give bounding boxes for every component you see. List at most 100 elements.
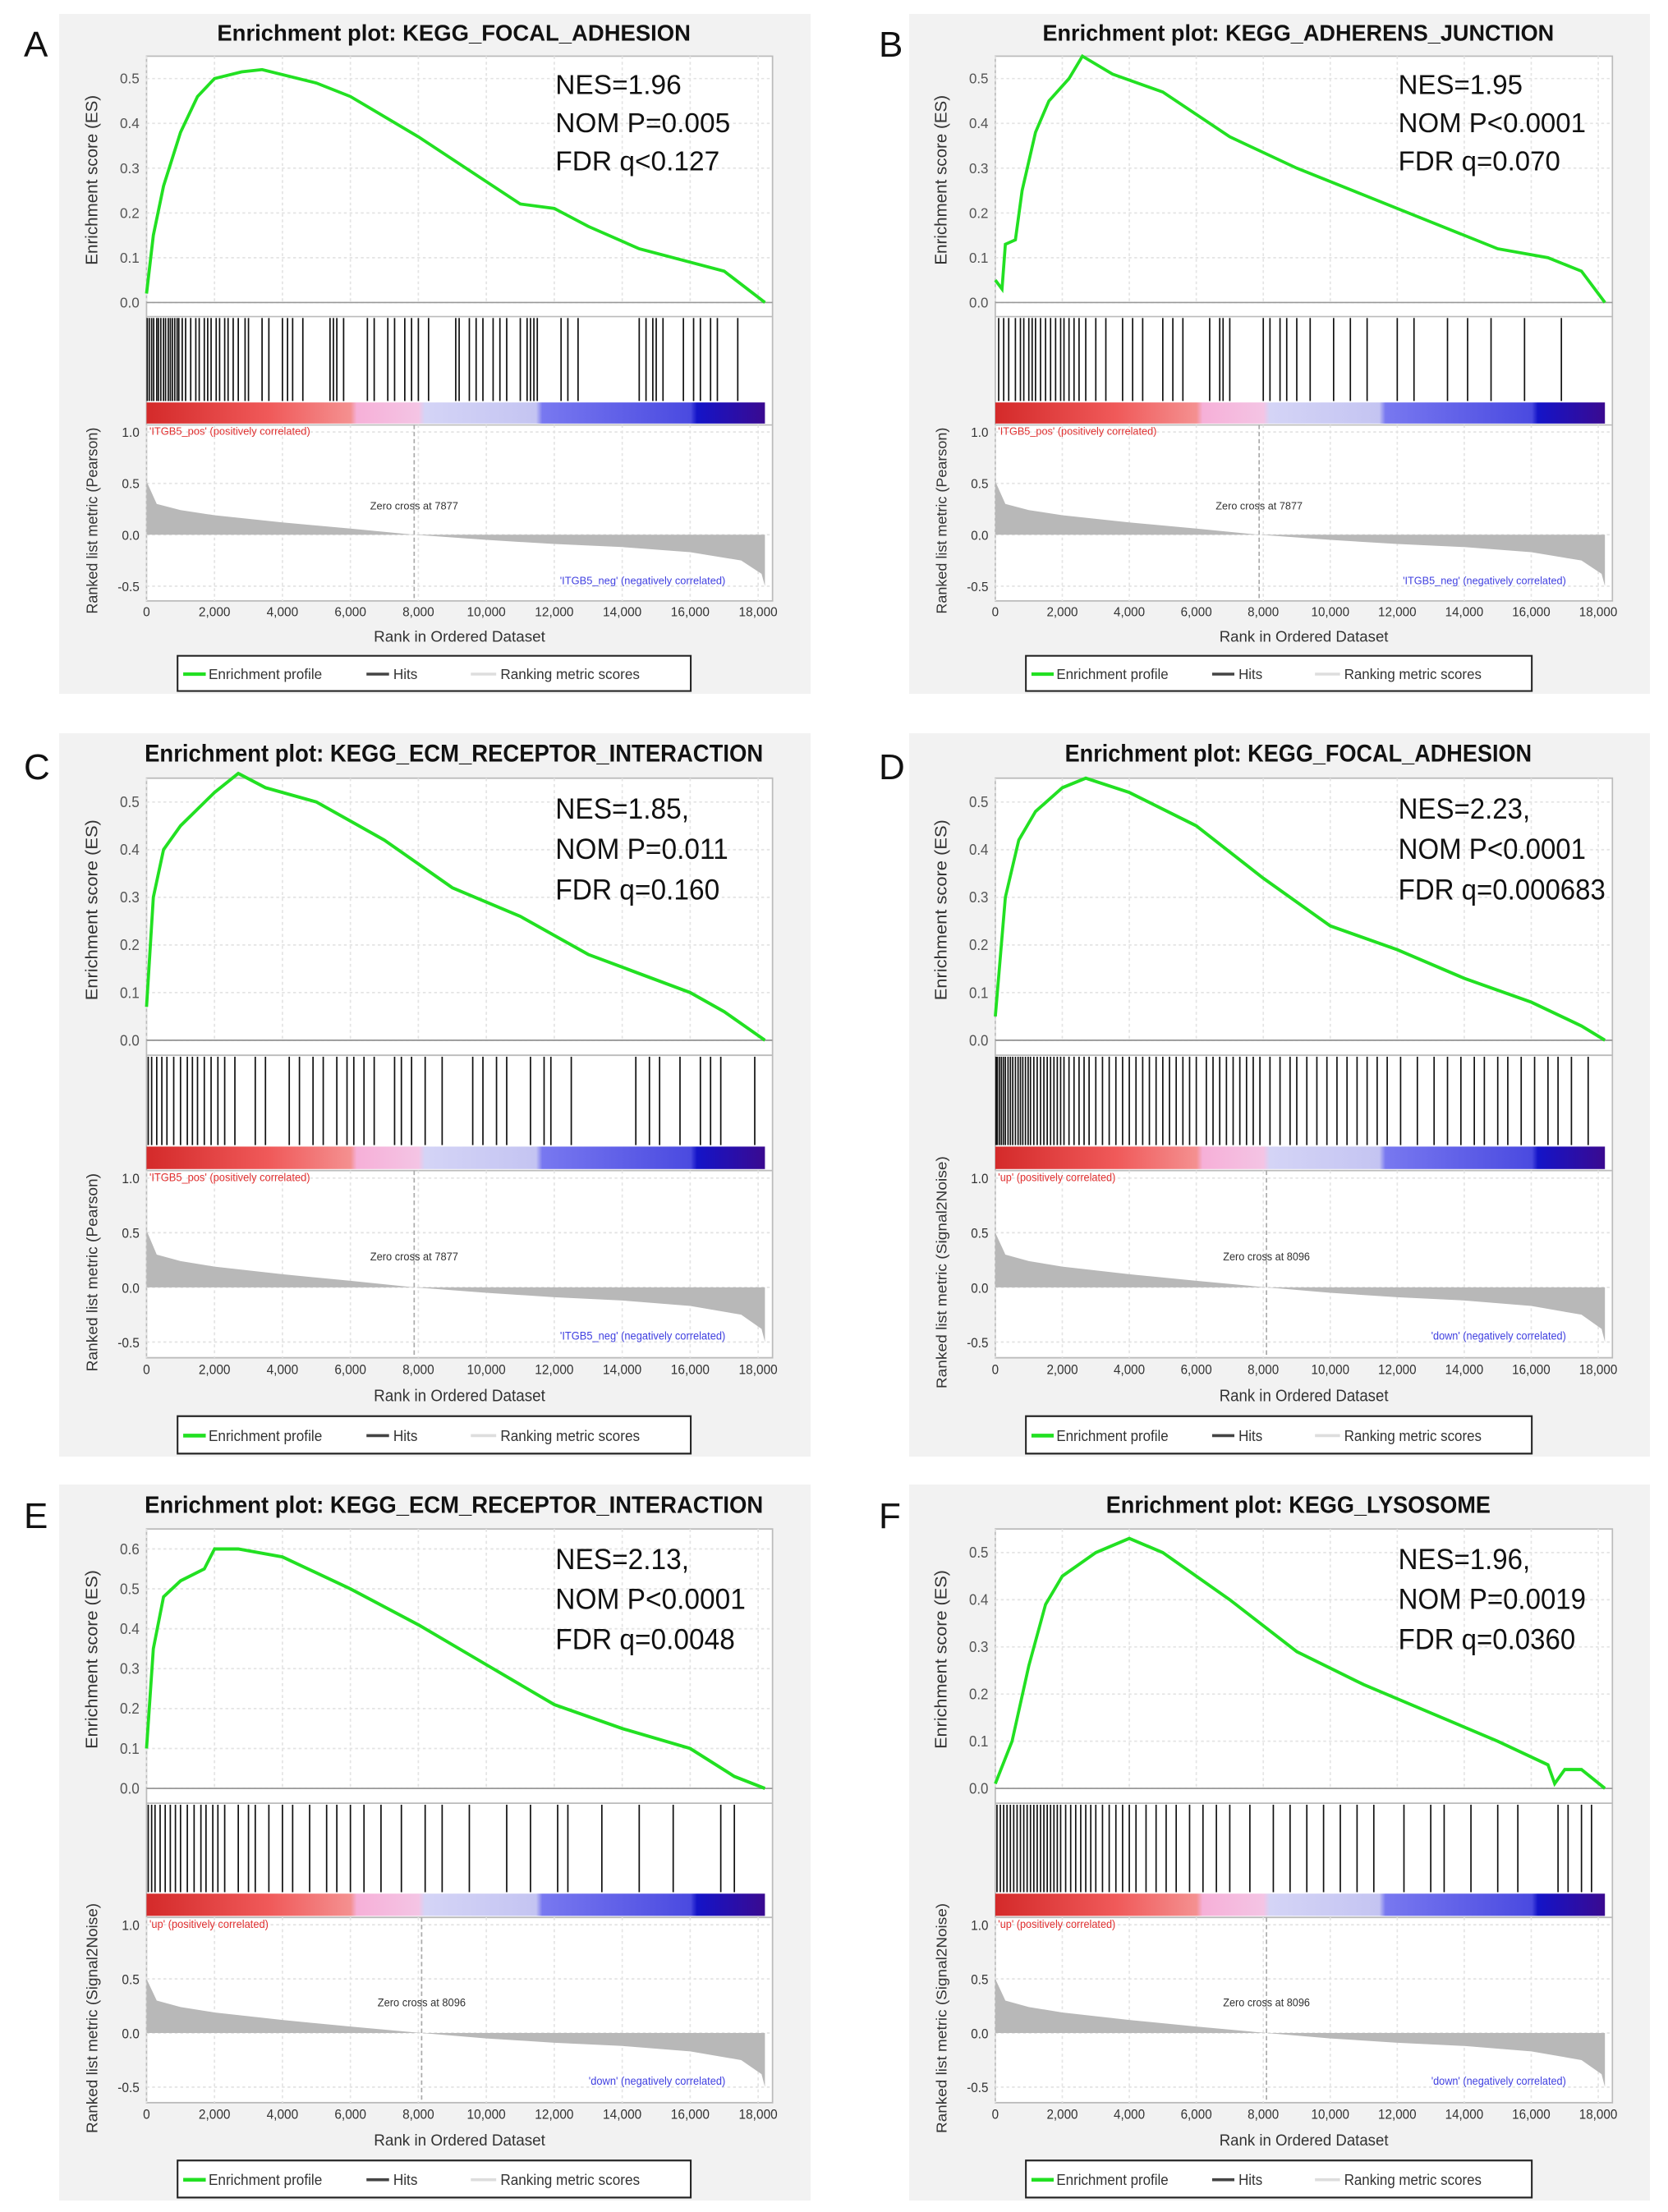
- metric-tick-label: 0.5: [971, 478, 988, 492]
- negative-correlation-label: 'down' (negatively correlated): [1431, 2075, 1566, 2087]
- metric-tick-label: 0.0: [971, 1282, 988, 1296]
- es-tick-label: 0.5: [969, 71, 989, 87]
- x-tick-label: 12,000: [1378, 606, 1417, 620]
- es-tick-label: 0.3: [969, 161, 989, 177]
- es-tick-label: 0.4: [969, 842, 989, 859]
- ranking-metric-area: [146, 1979, 765, 2087]
- metric-tick-label: 1.0: [122, 1173, 140, 1187]
- positive-correlation-label: 'up' (positively correlated): [998, 1171, 1115, 1184]
- x-tick-label: 16,000: [671, 1363, 710, 1378]
- x-tick-label: 12,000: [535, 1363, 573, 1378]
- enrichment-profile-line: [145, 67, 766, 304]
- es-tick-label: 0.2: [120, 937, 140, 954]
- x-tick-label: 2,000: [199, 606, 231, 620]
- positive-correlation-label: 'ITGB5_pos' (positively correlated): [998, 425, 1156, 437]
- es-tick-label: 0.1: [120, 984, 140, 1002]
- x-tick-label: 8,000: [402, 1363, 434, 1378]
- legend-label-ranking-metric: Ranking metric scores: [1344, 1427, 1482, 1444]
- positive-correlation-label: 'up' (positively correlated): [149, 1918, 269, 1930]
- stats-text: FDR q=0.160: [555, 874, 719, 906]
- plot-svg: Enrichment plot: KEGG_ECM_RECEPTOR_INTER…: [82, 741, 778, 1455]
- x-tick-label: 4,000: [267, 2108, 299, 2122]
- x-tick-label: 16,000: [671, 606, 710, 620]
- es-tick-label: 0.4: [120, 1621, 140, 1637]
- stats-text: NES=2.23,: [1399, 793, 1530, 825]
- x-tick-label: 6,000: [1181, 1363, 1212, 1378]
- x-tick-label: 16,000: [1512, 2108, 1551, 2123]
- metric-tick-label: -0.5: [117, 581, 140, 594]
- plot-title: Enrichment plot: KEGG_ECM_RECEPTOR_INTER…: [145, 741, 763, 768]
- ranking-metric-area: [146, 481, 765, 586]
- enrichment-plot-panel: Enrichment plot: KEGG_FOCAL_ADHESION 0 2,0…: [59, 14, 811, 694]
- plot-frame: [145, 55, 774, 602]
- plot-svg: Enrichment plot: KEGG_LYSOSOME 0 2,000 4,00…: [932, 1492, 1618, 2199]
- x-tick-label: 10,000: [467, 606, 506, 620]
- plot-frame: [995, 1528, 1614, 2104]
- legend-label-hits: Hits: [1238, 1427, 1262, 1444]
- x-tick-label: 6,000: [1181, 2108, 1212, 2123]
- es-tick-label: 0.5: [120, 1581, 140, 1597]
- legend-label-enrichment-profile: Enrichment profile: [1056, 2172, 1168, 2189]
- zero-cross-label: Zero cross at 8096: [1223, 1251, 1310, 1264]
- legend-label-hits: Hits: [1238, 667, 1262, 682]
- panel-letter: C: [24, 747, 50, 787]
- negative-correlation-label: 'down' (negatively correlated): [589, 2075, 726, 2087]
- enrichment-plot-panel: Enrichment plot: KEGG_ECM_RECEPTOR_INTER…: [59, 1485, 811, 2201]
- metric-tick-label: -0.5: [967, 2081, 988, 2096]
- metric-tick-label: 1.0: [971, 1919, 988, 1934]
- legend: Enrichment profile Hits Ranking metric sco…: [177, 2159, 692, 2199]
- stats-text: NES=1.85,: [555, 793, 689, 825]
- x-tick-label: 18,000: [1579, 2108, 1618, 2123]
- plot-title: Enrichment plot: KEGG_ADHERENS_JUNCTION: [1042, 20, 1554, 45]
- legend-box: [1025, 654, 1533, 692]
- es-tick-label: 0.2: [969, 1686, 989, 1703]
- negative-correlation-label: 'down' (negatively correlated): [1431, 1329, 1566, 1342]
- es-axis-label: Enrichment score (ES): [83, 1570, 101, 1749]
- metric-tick-label: 0.5: [971, 1227, 988, 1241]
- es-tick-label: 0.2: [120, 1700, 140, 1717]
- x-tick-label: 0: [143, 606, 150, 620]
- stats-text: NES=1.95: [1399, 71, 1523, 101]
- es-tick-label: 0.5: [969, 794, 989, 811]
- enrichment-profile-line: [994, 53, 1606, 304]
- legend-label-hits: Hits: [393, 2172, 418, 2188]
- es-axis-label: Enrichment score (ES): [932, 819, 950, 1000]
- x-tick-label: 0: [143, 1363, 150, 1378]
- zero-cross-label: Zero cross at 7877: [1215, 499, 1303, 512]
- es-tick-label: 0.3: [120, 889, 140, 906]
- metric-axis-label: Ranked list metric (Signal2Noise): [84, 1903, 100, 2133]
- metric-tick-label: 0.0: [122, 1282, 140, 1296]
- enrichment-profile-line: [994, 1536, 1606, 1790]
- x-axis-label: Rank in Ordered Dataset: [374, 1387, 545, 1406]
- plot-title: Enrichment plot: KEGG_LYSOSOME: [1106, 1492, 1491, 1518]
- legend-box: [1025, 2159, 1533, 2199]
- enrichment-profile-line: [145, 1547, 766, 1790]
- x-tick-label: 16,000: [1512, 1363, 1551, 1378]
- stats-text: NOM P<0.0001: [1399, 108, 1586, 139]
- legend-label-enrichment-profile: Enrichment profile: [209, 1427, 322, 1444]
- ranking-color-bar: [146, 1146, 765, 1169]
- x-tick-label: 2,000: [1046, 606, 1078, 620]
- stats-text: NOM P<0.0001: [555, 1584, 746, 1616]
- legend-box: [177, 2159, 692, 2199]
- x-tick-label: 14,000: [603, 1363, 641, 1378]
- x-tick-label: 14,000: [603, 606, 641, 620]
- x-tick-label: 12,000: [535, 606, 573, 620]
- es-axis-label: Enrichment score (ES): [932, 1570, 950, 1749]
- stats-text: FDR q=0.000683: [1399, 874, 1606, 906]
- metric-tick-label: -0.5: [967, 581, 988, 594]
- ranking-metric-area: [995, 1979, 1606, 2087]
- x-tick-label: 10,000: [467, 1363, 506, 1378]
- negative-correlation-label: 'ITGB5_neg' (negatively correlated): [1403, 574, 1566, 586]
- zero-cross-label: Zero cross at 8096: [378, 1996, 466, 2008]
- metric-axis-label: Ranked list metric (Signal2Noise): [933, 1903, 949, 2133]
- stats-text: NES=2.13,: [555, 1544, 689, 1576]
- metric-tick-label: 0.5: [122, 1227, 140, 1241]
- metric-tick-label: -0.5: [967, 1336, 988, 1351]
- legend: Enrichment profile Hits Ranking metric sco…: [177, 1415, 692, 1455]
- x-tick-label: 16,000: [1512, 606, 1551, 620]
- metric-tick-label: 0.5: [122, 478, 139, 492]
- legend-box: [1025, 1415, 1533, 1455]
- x-tick-label: 10,000: [1311, 606, 1349, 620]
- plot-svg: Enrichment plot: KEGG_FOCAL_ADHESION 0 2,0…: [932, 741, 1618, 1455]
